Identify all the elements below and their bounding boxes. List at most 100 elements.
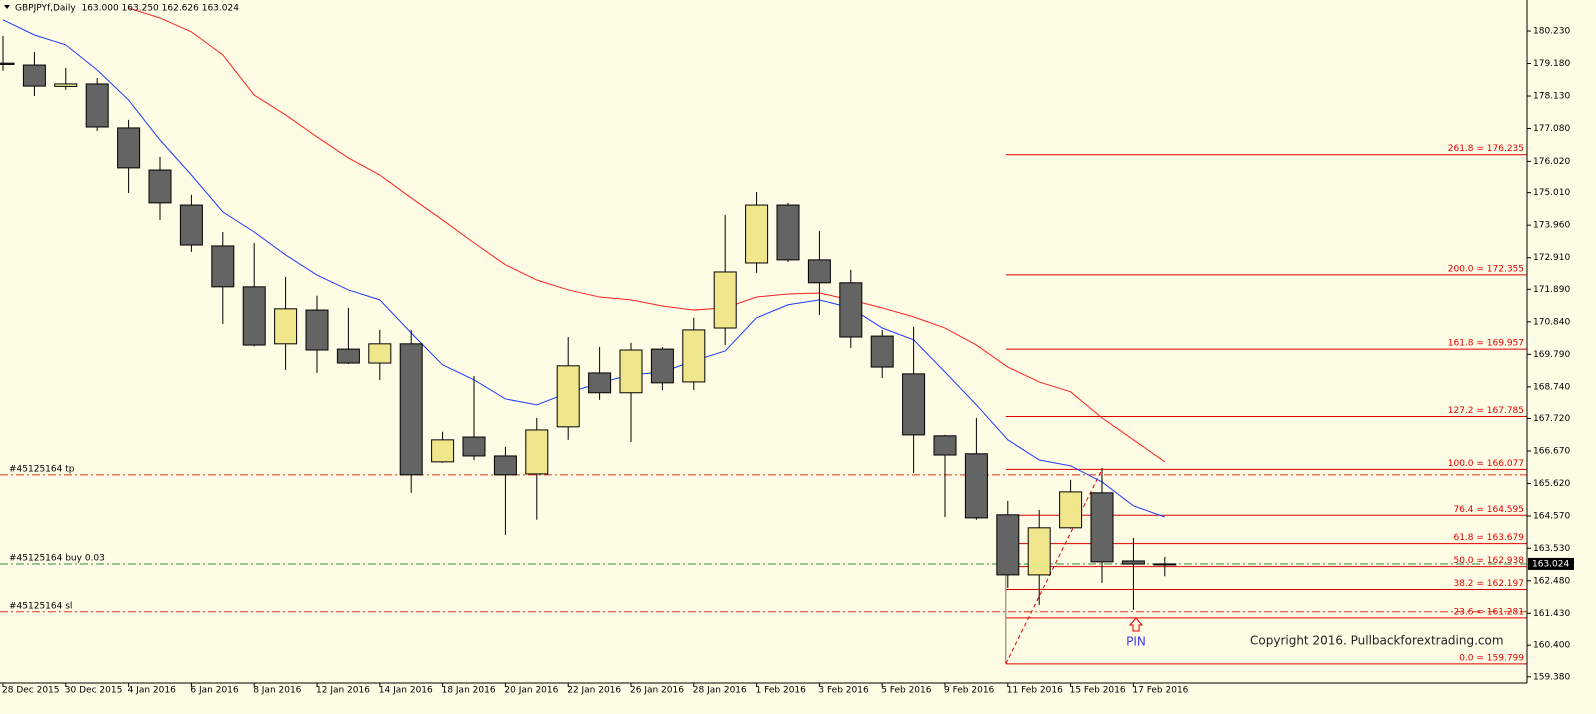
fib-label: 61.8 = 163.679 xyxy=(1453,533,1524,543)
candle-body xyxy=(807,259,831,284)
x-tick-label: 9 Feb 2016 xyxy=(944,686,995,696)
candle-body xyxy=(556,365,580,428)
annotation: PIN xyxy=(1126,635,1146,649)
fib-label: 100.0 = 166.077 xyxy=(1448,459,1524,469)
candle-body xyxy=(996,514,1020,576)
y-tick-label: 160.400 xyxy=(1533,641,1570,651)
candle-body xyxy=(368,343,392,364)
x-tick-label: 15 Feb 2016 xyxy=(1070,686,1126,696)
x-tick-label: 8 Jan 2016 xyxy=(253,686,301,696)
x-tick-label: 3 Feb 2016 xyxy=(818,686,869,696)
order-label: #45125164 buy 0.03 xyxy=(9,554,105,564)
y-tick-label: 164.570 xyxy=(1533,512,1570,522)
candle-body xyxy=(148,169,172,204)
y-tick-label: 162.480 xyxy=(1533,576,1570,586)
x-tick-label: 11 Feb 2016 xyxy=(1007,686,1063,696)
candle-body xyxy=(1090,492,1114,563)
candle-body xyxy=(431,439,455,463)
x-tick-label: 17 Feb 2016 xyxy=(1132,686,1188,696)
candle-body xyxy=(179,204,203,246)
candle-body xyxy=(211,245,235,288)
candle-body xyxy=(745,204,769,264)
candle-body xyxy=(1153,563,1177,566)
chart-title: GBPJPYf,Daily 163.000 163.250 162.626 16… xyxy=(15,4,239,14)
fib-label: 23.6 = 161.281 xyxy=(1453,607,1524,617)
y-tick-label: 180.230 xyxy=(1533,26,1570,36)
moving-average xyxy=(128,7,1166,463)
candle-body xyxy=(870,335,894,368)
fib-label: 200.0 = 172.355 xyxy=(1448,264,1524,274)
y-tick-label: 177.080 xyxy=(1533,124,1570,134)
candle-body xyxy=(85,83,109,128)
x-tick-label: 5 Feb 2016 xyxy=(881,686,932,696)
candle-body xyxy=(682,329,706,383)
candle-body xyxy=(588,372,612,394)
fib-label: 261.8 = 176.235 xyxy=(1448,144,1524,154)
candle-body xyxy=(525,429,549,475)
candle-body xyxy=(902,373,926,436)
candle-body xyxy=(399,343,423,476)
y-tick-label: 172.910 xyxy=(1533,253,1570,263)
fib-label: 50.0 = 162.938 xyxy=(1453,556,1524,566)
fib-label: 127.2 = 167.785 xyxy=(1448,406,1524,416)
candle-body xyxy=(776,204,800,261)
y-tick-label: 168.740 xyxy=(1533,382,1570,392)
candle-body xyxy=(839,282,863,338)
x-tick-label: 30 Dec 2015 xyxy=(65,686,123,696)
candle-body xyxy=(493,455,517,476)
x-tick-label: 1 Feb 2016 xyxy=(756,686,807,696)
x-tick-label: 6 Jan 2016 xyxy=(190,686,238,696)
menu-triangle[interactable] xyxy=(4,5,10,9)
candle-body xyxy=(0,62,15,65)
y-tick-label: 159.380 xyxy=(1533,672,1570,682)
order-label: #45125164 sl xyxy=(9,601,72,611)
order-label: #45125164 tp xyxy=(9,464,75,474)
x-tick-label: 20 Jan 2016 xyxy=(504,686,558,696)
moving-average xyxy=(2,19,1165,518)
last-price-box xyxy=(1528,557,1574,570)
pin-arrow xyxy=(1128,617,1144,632)
y-tick-label: 166.670 xyxy=(1533,446,1570,456)
fib-label: 76.4 = 164.595 xyxy=(1453,505,1524,515)
candle-body xyxy=(713,271,737,329)
x-tick-label: 26 Jan 2016 xyxy=(630,686,684,696)
fib-label: 161.8 = 169.957 xyxy=(1448,339,1524,349)
fib-label: 38.2 = 162.197 xyxy=(1453,579,1524,589)
candle-body xyxy=(619,349,643,394)
candle-body xyxy=(1121,560,1145,565)
candle-body xyxy=(54,83,78,87)
candle-body xyxy=(22,64,46,87)
candle-body xyxy=(274,308,298,345)
watermark: Copyright 2016. Pullbackforextrading.com xyxy=(1250,634,1504,648)
x-tick-label: 22 Jan 2016 xyxy=(567,686,621,696)
x-tick-label: 14 Jan 2016 xyxy=(379,686,433,696)
y-tick-label: 171.890 xyxy=(1533,285,1570,295)
y-tick-label: 178.130 xyxy=(1533,92,1570,102)
plot-area: #45125164 tp #45125164 buy 0.03 #45125164 … xyxy=(0,7,1527,665)
y-tick-label: 165.620 xyxy=(1533,479,1570,489)
candle-body xyxy=(650,348,674,384)
candle-body xyxy=(336,348,360,364)
fib-trendline xyxy=(1005,469,1103,665)
candle-body xyxy=(1027,527,1051,576)
x-tick-label: 28 Dec 2015 xyxy=(2,686,60,696)
candle-body xyxy=(305,309,329,351)
y-tick-label: 167.720 xyxy=(1533,414,1570,424)
x-tick-label: 28 Jan 2016 xyxy=(693,686,747,696)
y-tick-label: 169.790 xyxy=(1533,350,1570,360)
candle-body xyxy=(117,127,141,169)
x-tick-label: 4 Jan 2016 xyxy=(128,686,176,696)
y-tick-label: 163.530 xyxy=(1533,544,1570,554)
candle-body xyxy=(964,453,988,519)
y-tick-label: 173.960 xyxy=(1533,221,1570,231)
y-tick-label: 175.010 xyxy=(1533,188,1570,198)
y-tick-label: 170.840 xyxy=(1533,317,1570,327)
y-tick-label: 161.430 xyxy=(1533,609,1570,619)
x-tick-label: 12 Jan 2016 xyxy=(316,686,370,696)
last-price-label: 163.024 xyxy=(1532,559,1569,569)
fib-label: 0.0 = 159.799 xyxy=(1459,653,1524,663)
y-tick-label: 176.020 xyxy=(1533,157,1570,167)
x-tick-label: 18 Jan 2016 xyxy=(442,686,496,696)
